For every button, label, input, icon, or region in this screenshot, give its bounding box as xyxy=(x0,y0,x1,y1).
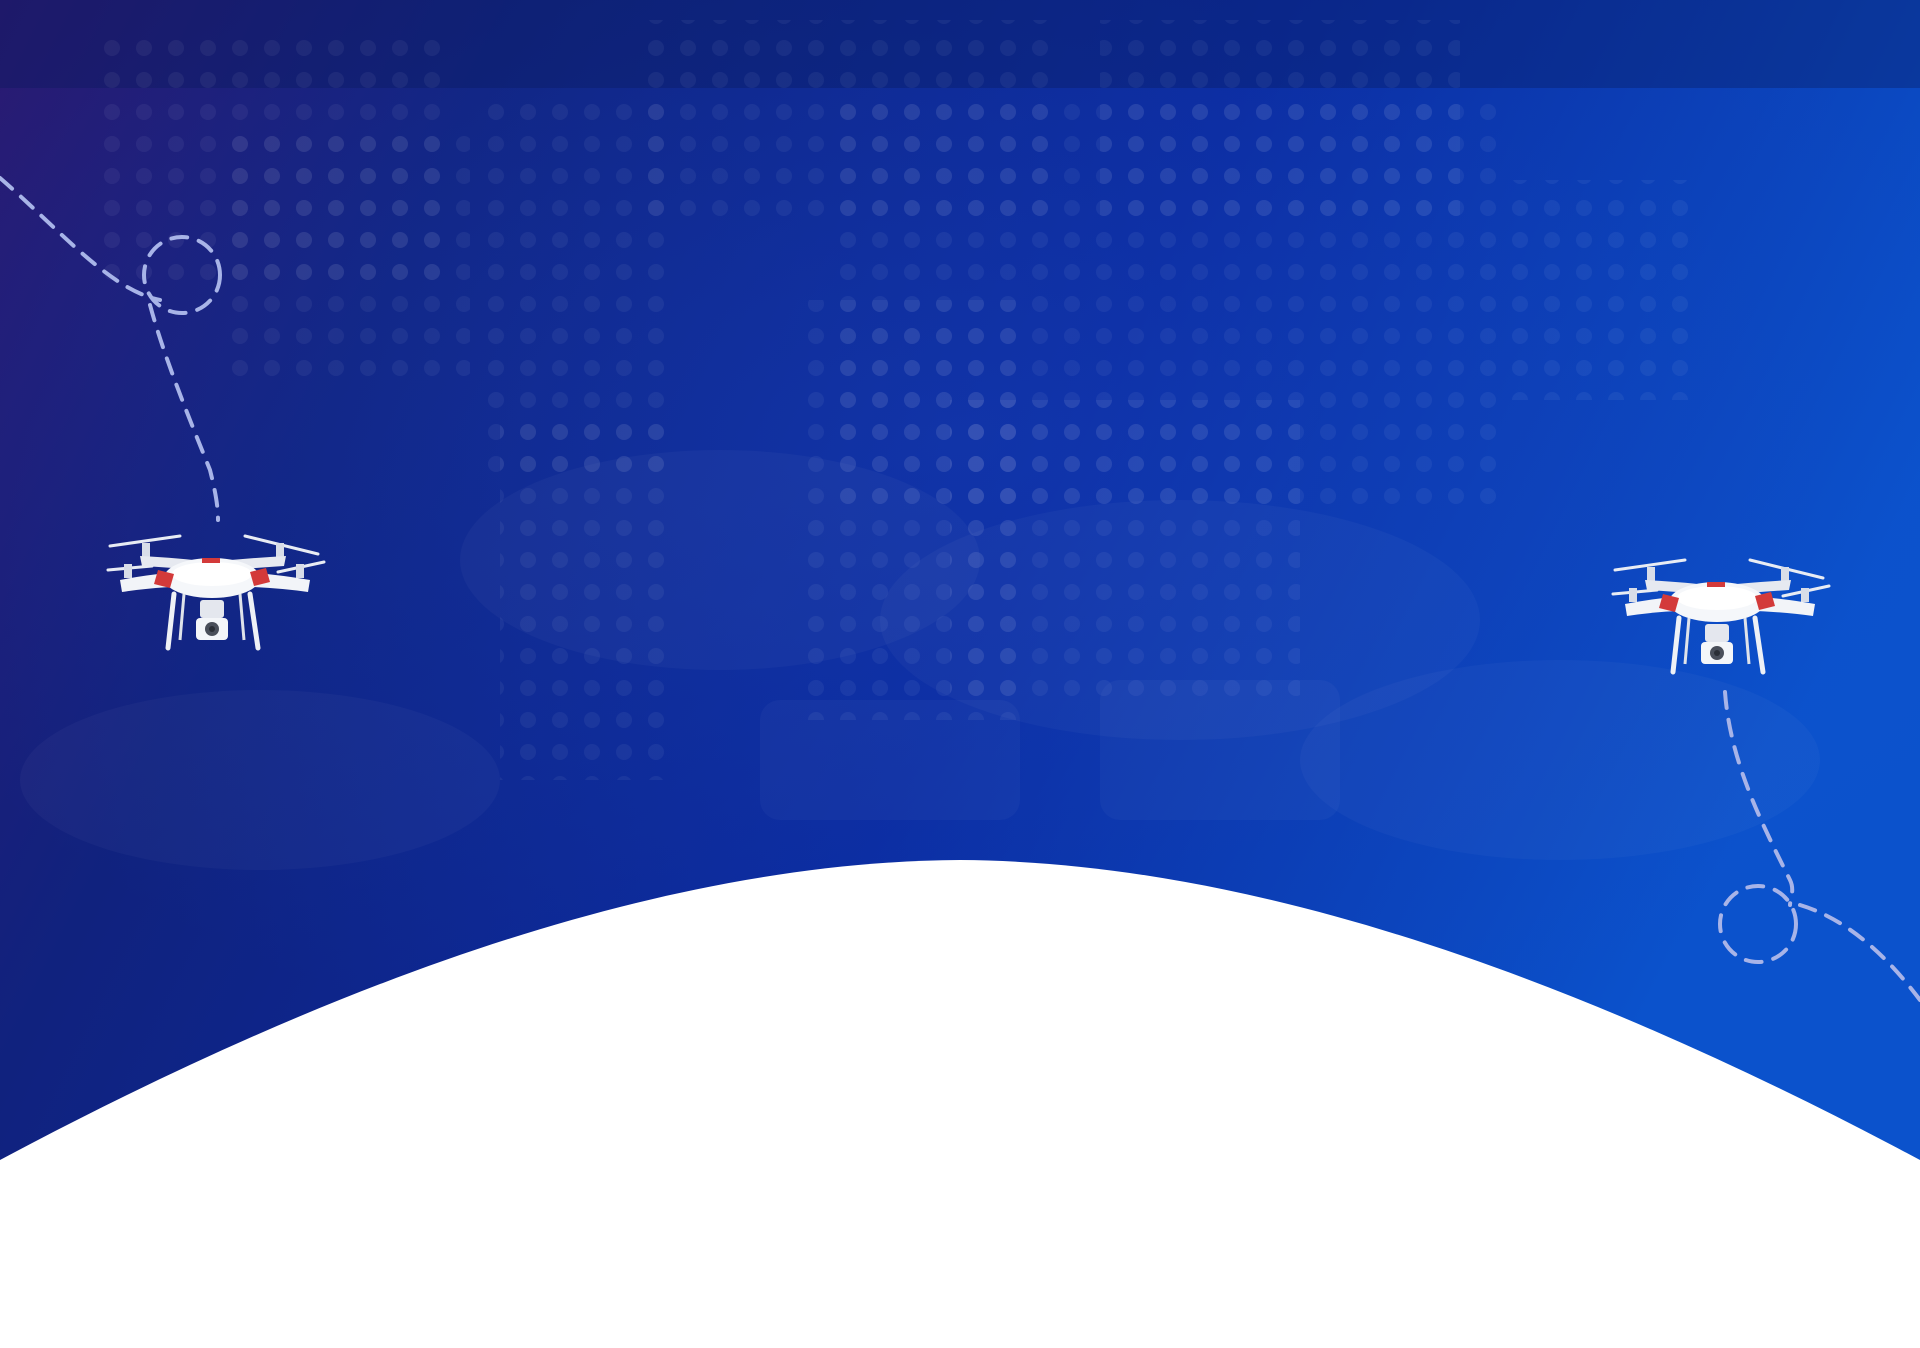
quadcopter-drone-icon xyxy=(1611,558,1831,675)
white-curve xyxy=(0,860,1920,1348)
dot-map-texture xyxy=(90,20,1700,780)
flight-path-right xyxy=(1718,690,1920,1002)
quadcopter-drone-icon xyxy=(106,534,326,651)
flight-path-left xyxy=(0,176,222,522)
